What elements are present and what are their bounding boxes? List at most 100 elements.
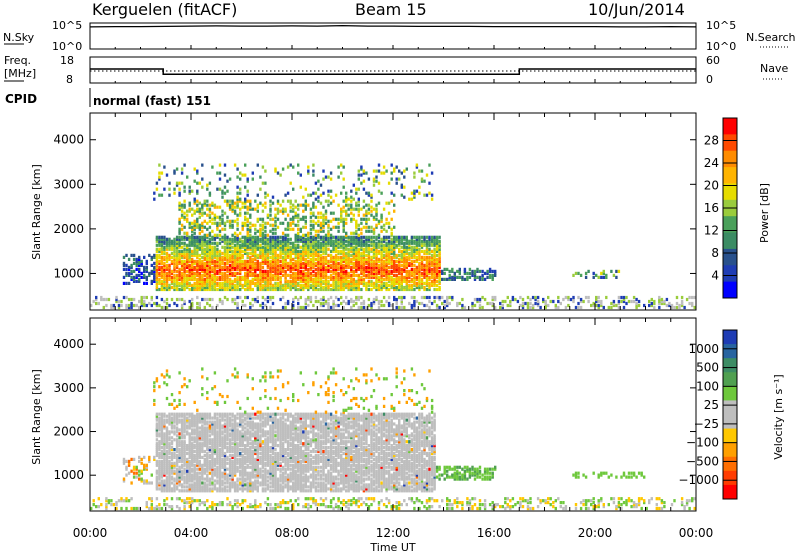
heatmap-cell (115, 295, 118, 300)
heatmap-cell (438, 259, 441, 263)
heatmap-cell (504, 299, 507, 304)
heatmap-cell (241, 263, 244, 267)
heatmap-cell (183, 426, 186, 430)
heatmap-cell (158, 453, 161, 458)
heatmap-cell (170, 418, 174, 422)
heatmap-cell (206, 265, 209, 269)
heatmap-cell (274, 219, 277, 223)
heatmap-cell (211, 255, 214, 259)
heatmap-cell (675, 301, 679, 306)
heatmap-cell (173, 451, 176, 456)
heatmap-cell (317, 255, 320, 259)
heatmap-cell (637, 299, 641, 304)
heatmap-cell (334, 243, 338, 247)
heatmap-cell (261, 257, 265, 261)
heatmap-cell (438, 257, 441, 261)
heatmap-cell (203, 283, 206, 287)
heatmap-cell (425, 295, 429, 300)
heatmap-cell (175, 455, 179, 459)
heatmap-cell (625, 301, 628, 306)
heatmap-cell (324, 249, 328, 253)
heatmap-cell (370, 235, 373, 239)
heatmap-cell (486, 269, 489, 273)
heatmap-cell (466, 271, 469, 275)
heatmap-cell (355, 263, 358, 267)
heatmap-cell (342, 245, 345, 249)
heatmap-cell (153, 255, 156, 259)
heatmap-cell (201, 279, 204, 283)
heatmap-cell (443, 305, 446, 310)
heatmap-cell (357, 209, 360, 213)
heatmap-cell (173, 453, 176, 458)
heatmap-cell (340, 245, 343, 249)
heatmap-cell (180, 283, 184, 287)
heatmap-cell (365, 213, 368, 217)
heatmap-cell (183, 163, 186, 167)
heatmap-cell (211, 201, 214, 205)
heatmap-cell (196, 453, 199, 458)
heatmap-cell (347, 255, 350, 259)
heatmap-cell (393, 273, 396, 277)
heatmap-cell (246, 239, 249, 243)
heatmap-cell (168, 455, 171, 459)
heatmap-cell (188, 469, 191, 473)
heatmap-cell (160, 430, 164, 434)
heatmap-cell (223, 283, 227, 287)
heatmap-cell (196, 235, 199, 239)
heatmap-cell (165, 503, 169, 507)
heatmap-cell (211, 247, 214, 251)
heatmap-cell (370, 247, 373, 251)
heatmap-cell (319, 287, 323, 292)
heatmap-cell (304, 253, 307, 257)
heatmap-cell (165, 463, 169, 467)
heatmap-cell (168, 487, 171, 491)
heatmap-cell (307, 231, 310, 235)
heatmap-cell (355, 203, 358, 207)
heatmap-cell (471, 301, 474, 306)
heatmap-cell (491, 301, 494, 306)
heatmap-cell (178, 479, 181, 483)
heatmap-cell (150, 499, 153, 503)
heatmap-cell (675, 305, 679, 310)
heatmap-cell (382, 237, 386, 241)
heatmap-cell (360, 255, 363, 259)
heatmap-cell (312, 261, 315, 265)
heatmap-cell (595, 297, 598, 302)
heatmap-cell (180, 275, 184, 279)
heatmap-cell (173, 275, 176, 279)
heatmap-cell (408, 245, 411, 249)
heatmap-cell (188, 455, 191, 459)
heatmap-cell (130, 297, 133, 302)
heatmap-cell (168, 193, 171, 197)
heatmap-cell (170, 285, 174, 290)
heatmap-cell (186, 465, 189, 469)
heatmap-cell (367, 211, 371, 215)
heatmap-cell (269, 247, 272, 251)
heatmap-cell (259, 267, 262, 271)
heatmap-cell (266, 287, 270, 292)
heatmap-cell (304, 275, 307, 279)
heatmap-cell (211, 277, 214, 281)
heatmap-cell (173, 430, 176, 434)
heatmap-cell (193, 241, 196, 245)
heatmap-cell (196, 255, 199, 259)
heatmap-cell (398, 285, 401, 290)
heatmap-cell (213, 283, 217, 287)
heatmap-cell (322, 279, 325, 283)
heatmap-cell (246, 261, 249, 265)
heatmap-cell (329, 195, 333, 199)
heatmap-cell (163, 467, 166, 471)
heatmap-cell (218, 277, 222, 281)
heatmap-cell (175, 426, 179, 430)
heatmap-cell (478, 305, 482, 310)
heatmap-cell (168, 267, 171, 271)
heatmap-cell (251, 297, 254, 302)
heatmap-cell (408, 239, 411, 243)
heatmap-cell (279, 245, 282, 249)
heatmap-cell (382, 165, 386, 169)
heatmap-cell (251, 243, 254, 247)
heatmap-cell (213, 221, 217, 225)
heatmap-cell (160, 453, 164, 458)
heatmap-cell (309, 283, 313, 287)
heatmap-cell (398, 243, 401, 247)
